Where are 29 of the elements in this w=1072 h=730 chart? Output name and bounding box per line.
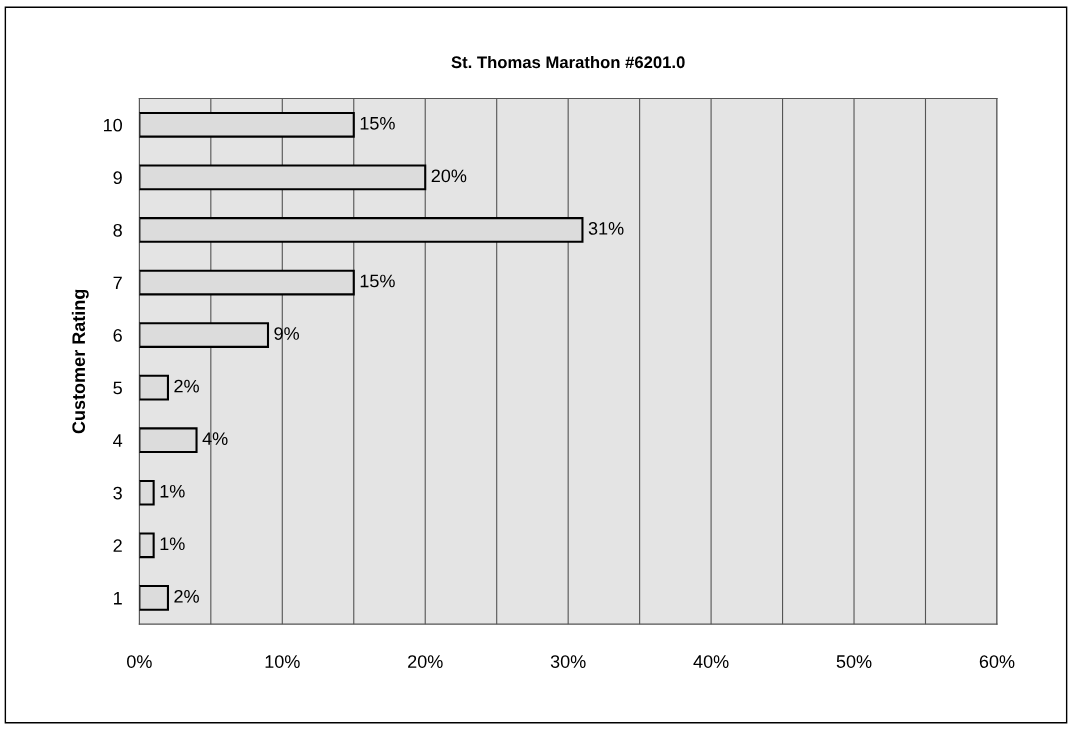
data-label: 1% <box>160 537 185 551</box>
data-label: 31% <box>588 222 624 235</box>
x-tick-label: 10% <box>265 655 300 668</box>
data-label: 15% <box>360 274 395 288</box>
data-label: 20% <box>431 169 467 183</box>
data-label: 9% <box>274 327 300 340</box>
x-tick-label: 0% <box>127 655 152 668</box>
data-label: 4% <box>202 432 228 445</box>
x-tick-label: 30% <box>550 655 586 668</box>
y-tick-label: 10 <box>103 118 122 132</box>
y-axis-title: Customer Rating <box>71 289 89 434</box>
data-label: 2% <box>174 589 199 603</box>
y-tick-label: 7 <box>113 276 122 290</box>
y-tick-label: 9 <box>113 171 122 185</box>
y-tick-label: 2 <box>113 539 122 552</box>
y-tick-label: 4 <box>113 434 123 447</box>
y-tick-label: 8 <box>113 223 122 237</box>
chart-title: St. Thomas Marathon #6201.0 <box>451 55 685 69</box>
data-label: 2% <box>174 379 199 393</box>
y-tick-label: 3 <box>113 486 122 500</box>
x-tick-label: 50% <box>836 655 872 668</box>
x-tick-label: 40% <box>693 655 729 668</box>
y-tick-label: 6 <box>113 329 122 342</box>
x-tick-label: 60% <box>979 655 1015 668</box>
x-tick-label: 20% <box>408 655 443 668</box>
data-label: 1% <box>160 484 185 498</box>
y-tick-label: 1 <box>114 591 122 605</box>
y-tick-label: 5 <box>113 381 122 395</box>
data-label: 15% <box>360 116 395 130</box>
